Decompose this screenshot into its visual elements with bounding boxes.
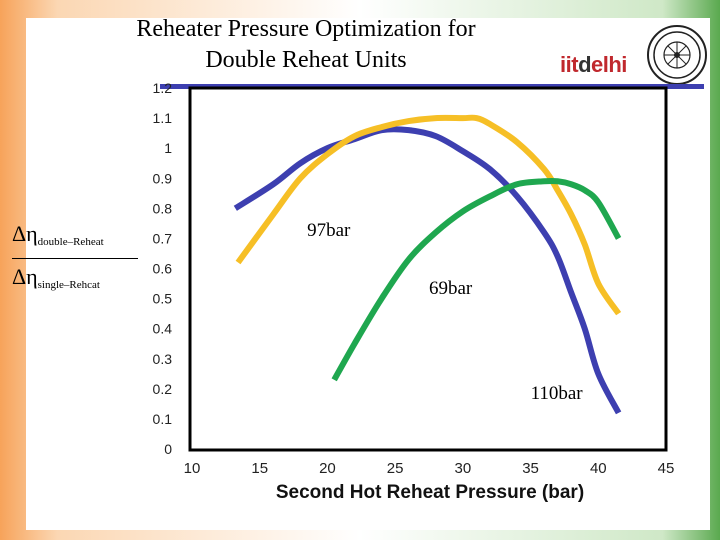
logo-part-3: elhi	[591, 52, 627, 77]
series-line-110bar	[235, 114, 622, 316]
logo-part-2: d	[578, 52, 592, 77]
iitd-logo: iitdelhi	[560, 52, 627, 78]
title-line-2: Double Reheat Units	[205, 47, 407, 73]
y-label-top-sub: double–Reheat	[37, 236, 104, 248]
y-tick-label: 0.9	[153, 170, 173, 186]
y-tick-label: 1	[164, 140, 172, 156]
annotation-97bar: 97bar	[307, 220, 351, 242]
x-axis-label: Second Hot Reheat Pressure (bar)	[275, 482, 585, 503]
y-tick-label: 0.3	[153, 351, 173, 367]
x-tick-label: 45	[658, 460, 675, 477]
y-tick-label: 0.1	[153, 411, 173, 427]
y-tick-label: 0.4	[153, 321, 173, 337]
y-tick-label: 0	[164, 441, 172, 457]
x-tick-label: 20	[319, 460, 336, 477]
y-tick-label: 0.7	[153, 230, 173, 246]
y-label-bottom-symbol: Δη	[12, 264, 38, 289]
y-tick-label: 0.8	[153, 200, 173, 216]
annotation-110bar: 110bar	[530, 382, 583, 404]
y-tick-label: 0.6	[153, 261, 173, 277]
x-tick-label: 25	[387, 460, 404, 477]
y-tick-label: 1.1	[153, 110, 173, 126]
y-label-bottom-sub: single–Rehcat	[37, 279, 100, 291]
y-tick-label: 0.2	[153, 381, 173, 397]
x-tick-label: 30	[455, 460, 472, 477]
series-line-97bar	[233, 126, 622, 415]
y-tick-label: 1.2	[153, 80, 173, 96]
y-label-top-symbol: Δη	[12, 221, 38, 246]
x-tick-label: 35	[522, 460, 539, 477]
y-axis-label: Δηdouble–Reheat Δηsingle–Rehcat	[12, 222, 138, 297]
x-tick-label: 10	[184, 460, 201, 477]
annotation-69bar: 69bar	[429, 277, 473, 299]
title-line-1: Reheater Pressure Optimization for	[136, 16, 476, 42]
y-tick-label: 0.5	[153, 291, 173, 307]
plot-frame	[188, 86, 668, 452]
x-tick-label: 40	[590, 460, 607, 477]
slide-title: Reheater Pressure Optimization for Doubl…	[108, 14, 504, 76]
x-tick-label: 15	[251, 460, 268, 477]
logo-part-1: iit	[560, 52, 579, 77]
y-label-fraction-bar	[12, 258, 138, 259]
series-line-69bar	[331, 177, 622, 382]
